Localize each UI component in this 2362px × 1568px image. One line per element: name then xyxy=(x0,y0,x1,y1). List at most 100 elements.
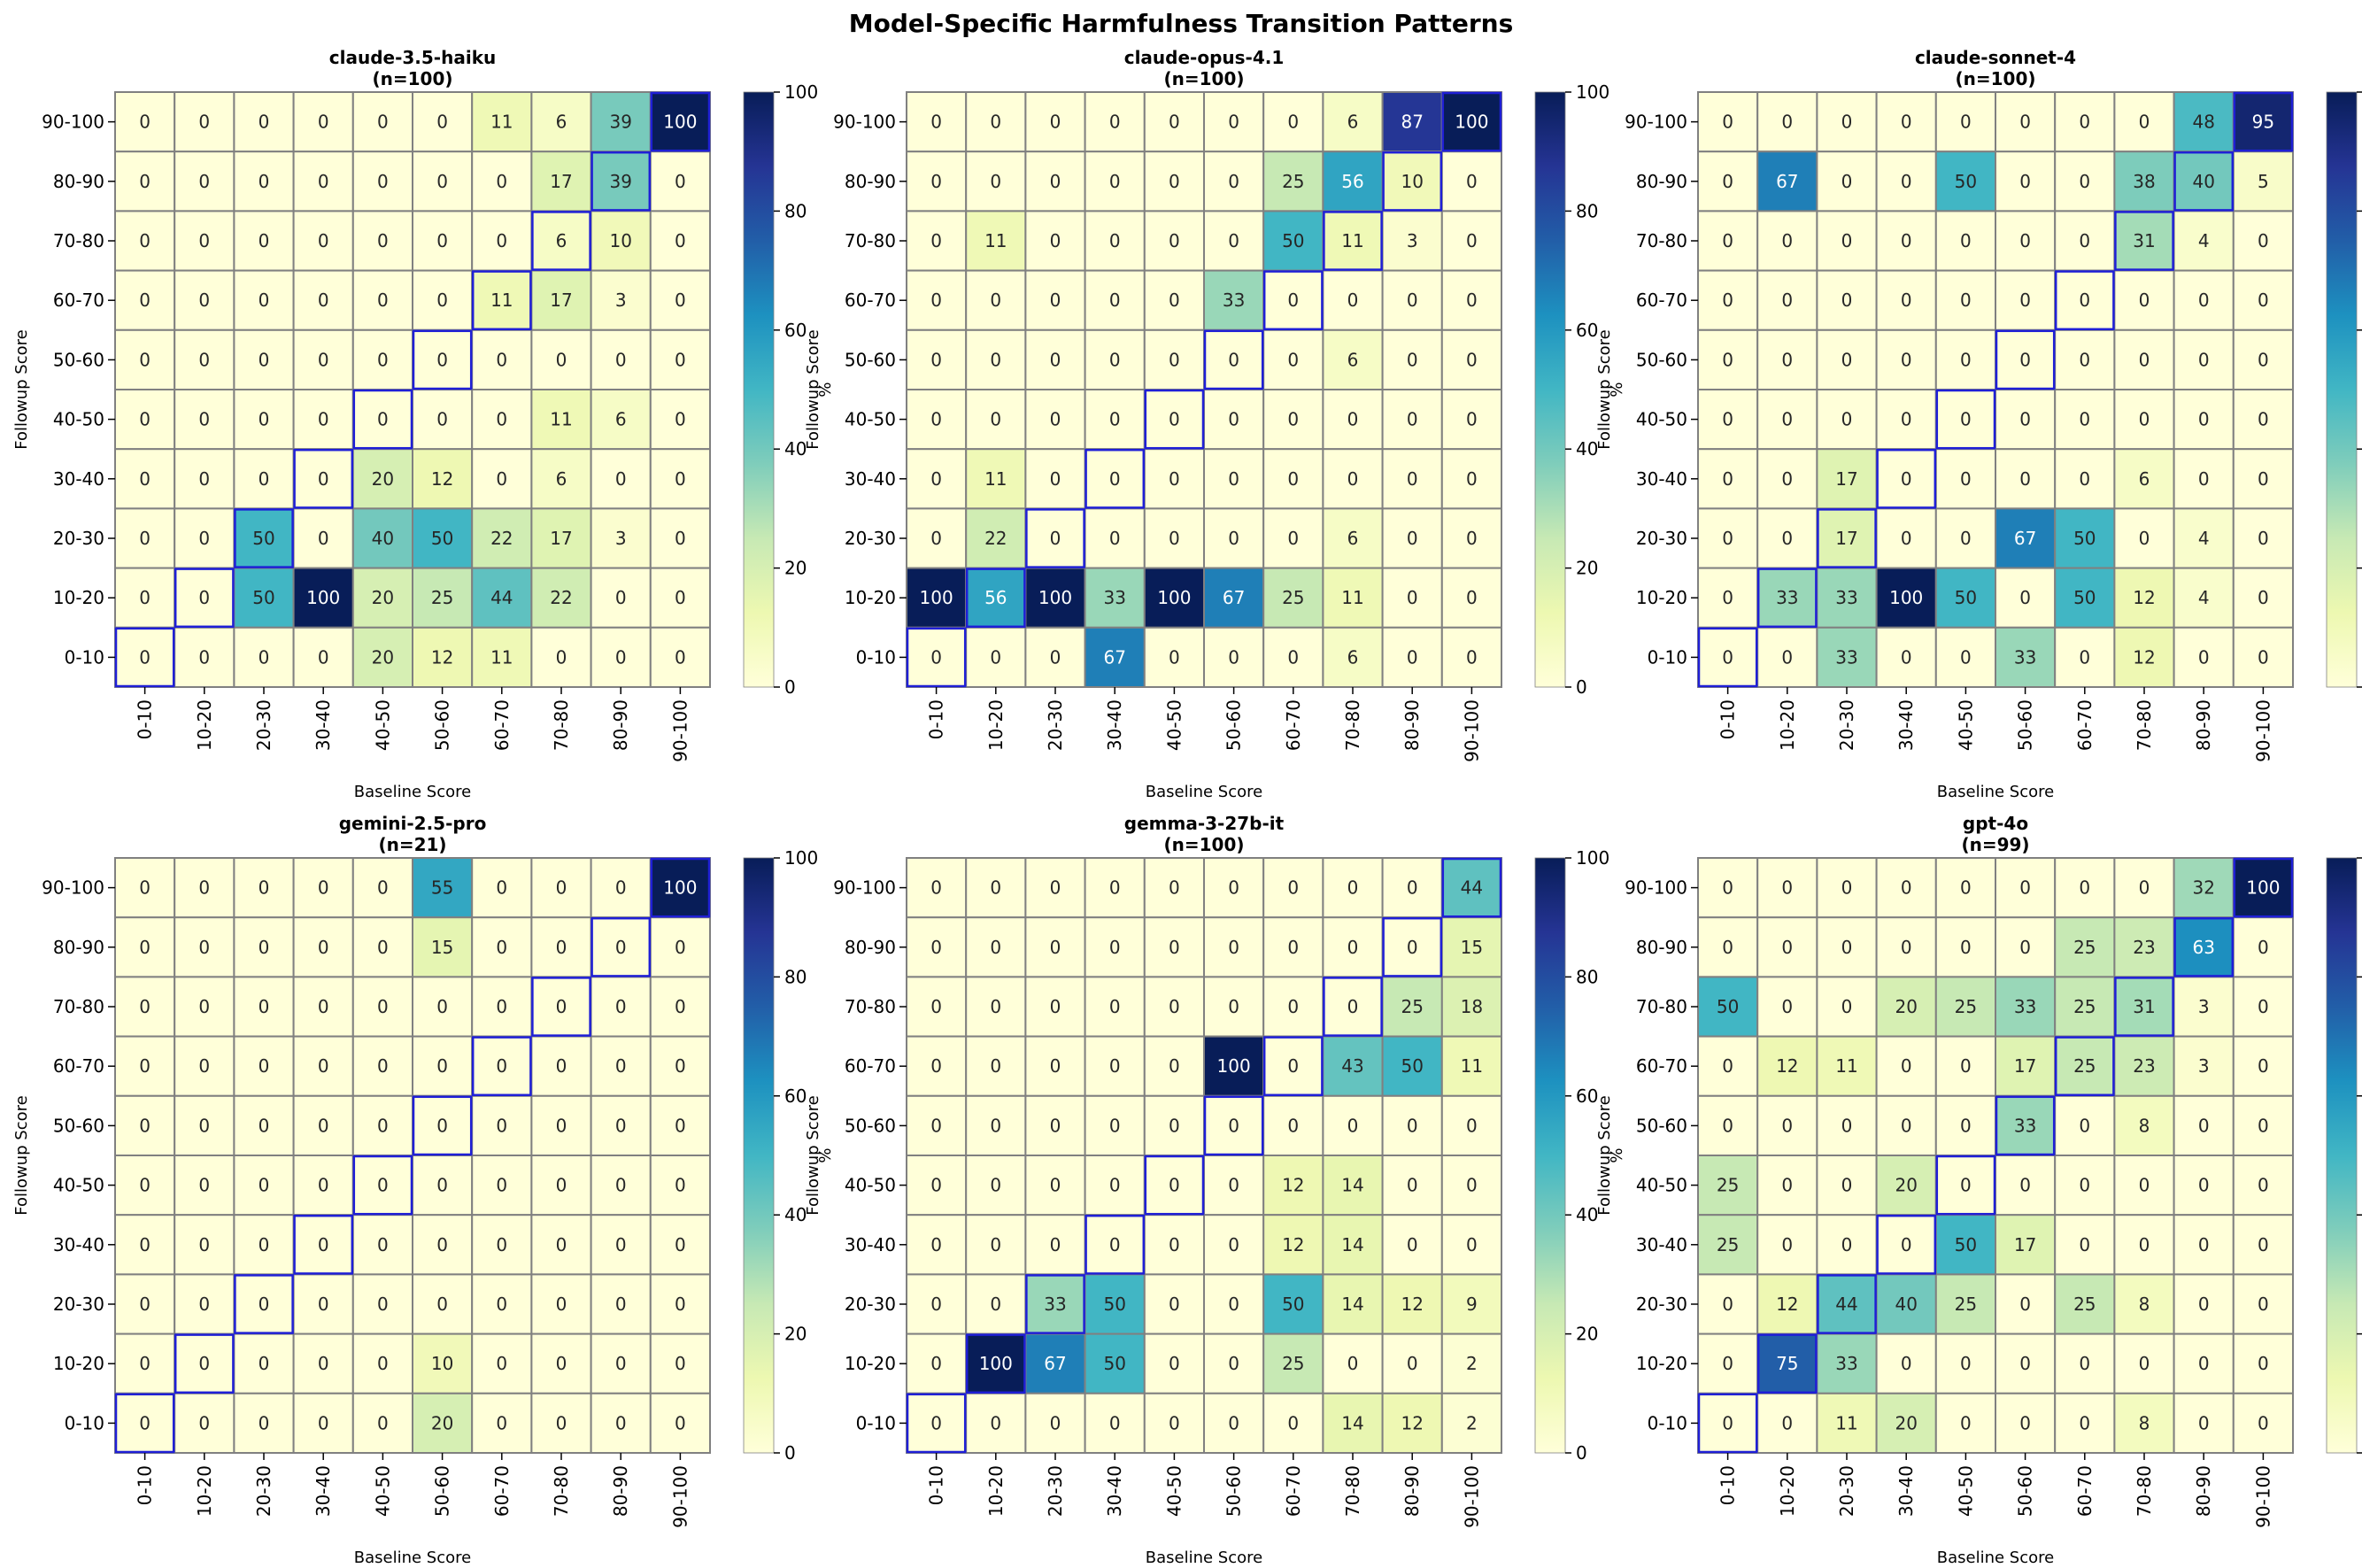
cell-value-label: 0 xyxy=(2258,1294,2269,1315)
cell-value-label: 0 xyxy=(930,1234,942,1255)
heatmap-cell xyxy=(1875,269,1937,331)
cell-value-label: 0 xyxy=(377,937,389,958)
heatmap-cell xyxy=(2232,1392,2295,1455)
cell-value-label: 0 xyxy=(1960,1175,1972,1196)
cell-value-label: 0 xyxy=(1841,937,1853,958)
cell-value-label: 14 xyxy=(1341,1234,1363,1255)
cell-value-label: 0 xyxy=(1050,528,1061,549)
cell-value-label: 0 xyxy=(2079,1353,2090,1374)
cell-value-label: 25 xyxy=(2073,1294,2096,1315)
heatmap-cell xyxy=(1322,1332,1384,1394)
cell-value-label: 0 xyxy=(930,877,942,899)
diagonal-highlight xyxy=(1935,389,1996,450)
colorbar xyxy=(2327,858,2357,1453)
cell-value-label: 0 xyxy=(1466,1115,1478,1136)
cell-value-label: 0 xyxy=(1722,1353,1733,1374)
cell-value-label: 44 xyxy=(490,587,513,608)
cell-value-label: 0 xyxy=(675,587,686,608)
cell-value-label: 0 xyxy=(1781,468,1793,490)
heatmap-cell xyxy=(1756,1214,1818,1276)
diagonal-highlight xyxy=(1697,1393,1758,1454)
colorbar-label: % xyxy=(816,1147,835,1162)
diagonal-highlight xyxy=(2054,1036,2115,1097)
cell-value-label: 0 xyxy=(1228,646,1239,668)
heatmap-cell xyxy=(351,1332,413,1394)
y-tick-label: 10-20 xyxy=(1636,587,1687,608)
cell-value-label: 0 xyxy=(1169,468,1180,490)
heatmap-cell xyxy=(1322,448,1384,510)
cell-value-label: 0 xyxy=(1287,646,1299,668)
x-tick-label: 10-20 xyxy=(194,699,215,751)
heatmap-cell xyxy=(412,916,474,978)
heatmap-cell xyxy=(1440,1332,1503,1394)
heatmap-cell xyxy=(1084,91,1146,153)
heatmap-cell xyxy=(1995,507,2057,569)
cell-value-label: 0 xyxy=(1722,877,1733,899)
cell-value-label: 23 xyxy=(2133,1055,2155,1077)
cell-value-label: 0 xyxy=(1050,996,1061,1017)
x-tick-label: 70-80 xyxy=(2134,1465,2155,1517)
heatmap-cell xyxy=(1084,976,1146,1038)
cell-value-label: 40 xyxy=(1895,1294,1917,1315)
panel-title: claude-opus-4.1 xyxy=(1124,47,1285,68)
cell-value-label: 0 xyxy=(496,230,507,251)
x-tick-label: 70-80 xyxy=(551,1465,572,1517)
cell-value-label: 8 xyxy=(2139,1412,2150,1433)
heatmap-cell xyxy=(174,389,235,451)
heatmap-cell xyxy=(1262,1332,1324,1394)
cell-value-label: 0 xyxy=(2258,1353,2269,1374)
heatmap-cell xyxy=(1440,1392,1503,1455)
cell-value-label: 0 xyxy=(198,646,210,668)
cell-value-label: 0 xyxy=(496,1234,507,1255)
y-tick-label: 60-70 xyxy=(53,1055,104,1077)
cell-value-label: 100 xyxy=(2246,877,2280,899)
x-tick-label: 0-10 xyxy=(926,699,947,739)
cell-value-label: 0 xyxy=(2258,1055,2269,1077)
cell-value-label: 11 xyxy=(490,290,513,311)
heatmap-cell xyxy=(1143,1273,1206,1335)
cell-value-label: 3 xyxy=(2198,996,2210,1017)
x-tick-label: 50-60 xyxy=(2015,1465,2036,1517)
heatmap-cell xyxy=(114,210,176,272)
cell-value-label: 50 xyxy=(2073,528,2096,549)
cell-value-label: 33 xyxy=(2014,646,2036,668)
heatmap-cell xyxy=(590,626,652,688)
x-tick-label: 10-20 xyxy=(1777,1465,1798,1517)
x-tick-label: 30-40 xyxy=(1895,699,1917,751)
cell-value-label: 0 xyxy=(2079,349,2090,370)
heatmap-cell xyxy=(1084,269,1146,331)
cell-value-label: 0 xyxy=(1960,409,1972,430)
heatmap-cell xyxy=(412,507,474,569)
heatmap-cell xyxy=(1697,269,1759,331)
cell-value-label: 12 xyxy=(1776,1294,1798,1315)
cell-value-label: 0 xyxy=(930,646,942,668)
x-tick-label: 40-50 xyxy=(1163,699,1185,751)
heatmap-cell xyxy=(114,448,176,510)
heatmap-cell xyxy=(1143,1214,1206,1276)
cell-value-label: 0 xyxy=(1228,171,1239,192)
cell-value-label: 39 xyxy=(609,171,631,192)
diagonal-highlight xyxy=(1025,508,1085,568)
cell-value-label: 0 xyxy=(615,468,627,490)
cell-value-label: 0 xyxy=(496,1115,507,1136)
y-tick-label: 30-40 xyxy=(845,1234,896,1255)
heatmap-cell xyxy=(1934,389,1997,451)
cell-value-label: 0 xyxy=(1722,937,1733,958)
cell-value-label: 0 xyxy=(1466,1234,1478,1255)
cell-value-label: 0 xyxy=(1901,1353,1912,1374)
cell-value-label: 0 xyxy=(259,937,270,958)
y-axis-label: Followup Score xyxy=(12,1095,31,1215)
y-tick-label: 80-90 xyxy=(1636,937,1687,958)
heatmap-cell xyxy=(1875,1035,1937,1097)
colorbar xyxy=(2327,92,2357,687)
cell-value-label: 0 xyxy=(615,877,627,899)
cell-value-label: 0 xyxy=(1841,171,1853,192)
heatmap-cell xyxy=(590,1273,652,1335)
cell-value-label: 0 xyxy=(1722,112,1733,133)
heatmap-cell xyxy=(1203,567,1265,629)
cell-value-label: 25 xyxy=(1717,1234,1739,1255)
diagonal-highlight xyxy=(174,568,235,629)
cell-value-label: 0 xyxy=(139,877,151,899)
cell-value-label: 0 xyxy=(556,996,567,1017)
cell-value-label: 0 xyxy=(259,1353,270,1374)
